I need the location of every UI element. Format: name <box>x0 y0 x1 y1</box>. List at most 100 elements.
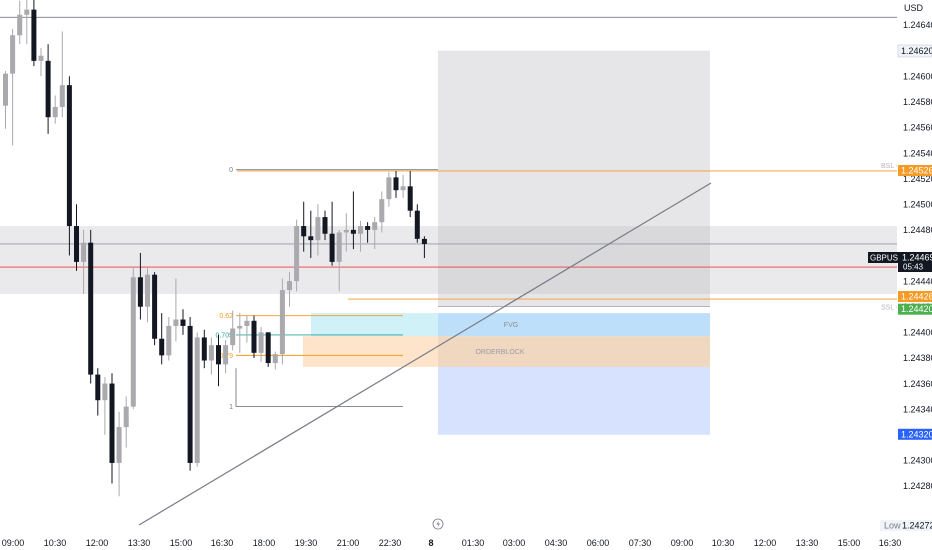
candle <box>24 0 30 45</box>
candle <box>45 44 51 134</box>
projection-box <box>438 50 710 307</box>
price-tag-label: 1.24526 <box>901 165 932 175</box>
candle-body <box>244 320 250 326</box>
candle <box>400 174 406 198</box>
candle-body <box>350 229 356 234</box>
candle <box>145 268 150 323</box>
candle-body <box>3 73 8 106</box>
fib-level-label: 0 <box>229 167 233 174</box>
candle-body <box>116 427 122 463</box>
candle-body <box>180 319 186 326</box>
candle <box>123 396 129 448</box>
price-tick-label: 1.24340 <box>903 404 932 414</box>
price-tag-bg <box>898 291 932 303</box>
trendline[interactable] <box>138 182 712 526</box>
candle-body <box>301 226 307 237</box>
candle-body <box>287 281 292 291</box>
candle <box>216 334 221 387</box>
time-tick-label: 13:30 <box>796 538 819 548</box>
candle <box>159 313 165 365</box>
candle <box>116 411 122 497</box>
candle <box>336 229 342 292</box>
candle-body <box>208 345 214 361</box>
candle <box>201 329 207 369</box>
candle-body <box>66 85 72 227</box>
orderblock-zone-left <box>303 336 438 367</box>
target-zone <box>438 366 710 435</box>
time-axis[interactable] <box>0 535 932 550</box>
candle <box>81 229 87 294</box>
candle <box>223 340 229 374</box>
time-tick-label: 21:00 <box>337 538 360 548</box>
candle-body <box>386 177 392 200</box>
candle <box>10 28 16 146</box>
price-axis[interactable]: USD <box>897 0 932 550</box>
symbol-price-tag: GBPUSD 1.24469 05:43 <box>868 252 932 272</box>
price-tag-bg <box>898 303 932 315</box>
low-value: 1.24272 <box>902 521 932 531</box>
candle-body <box>52 106 58 118</box>
time-tick-label: 09:00 <box>671 538 694 548</box>
price-tick-label: 1.24520 <box>903 174 932 184</box>
candle-body <box>95 374 101 401</box>
candle-body <box>216 345 221 365</box>
orderblock-label: ORDERBLOCK <box>475 349 524 356</box>
bsl-label: BSL ● <box>881 163 900 170</box>
candle-body <box>230 328 236 346</box>
candle <box>365 222 371 243</box>
price-tags: 1.24526 1.24426 1.24420 1.24320 <box>898 164 932 440</box>
fib-level-label: 0.62 <box>219 313 233 320</box>
candle-body <box>294 226 300 282</box>
candle-body <box>379 199 385 223</box>
candle <box>194 332 200 467</box>
low-label: Low <box>884 521 901 531</box>
candle-body <box>102 383 108 401</box>
fvg-zone-left <box>311 313 438 337</box>
candle-body <box>223 345 229 365</box>
time-tick-label: 19:30 <box>295 538 318 548</box>
candle-body <box>329 233 335 262</box>
candle-body <box>279 290 285 355</box>
time-tick-label: 04:30 <box>545 538 568 548</box>
time-tick-label: 22:30 <box>379 538 402 548</box>
candle <box>166 316 172 361</box>
price-tick-label: 1.24300 <box>903 456 932 466</box>
candle-body <box>365 226 371 230</box>
candle-body <box>315 217 321 241</box>
candle <box>59 31 65 118</box>
candle-body <box>400 186 406 191</box>
candle-body <box>24 9 30 15</box>
candle <box>294 219 300 292</box>
time-tick-label: 15:00 <box>170 538 193 548</box>
candle <box>350 191 356 250</box>
candle <box>31 0 37 66</box>
candle <box>265 332 271 367</box>
price-tick-label: 1.24640 <box>903 20 932 30</box>
time-tick-label: 03:00 <box>503 538 526 548</box>
price-tag-bg <box>898 428 932 440</box>
candle-body <box>81 242 87 262</box>
candle <box>421 236 427 259</box>
candle-body <box>336 232 342 262</box>
candle <box>152 272 158 346</box>
price-tick-label: 1.24560 <box>903 123 932 133</box>
candle-body <box>152 274 158 339</box>
current-price: 1.24469 <box>902 253 932 263</box>
price-tick-label: 1.24580 <box>903 97 932 107</box>
candle <box>173 278 179 342</box>
candle-body <box>237 325 243 329</box>
candle <box>180 309 186 335</box>
price-tick-label: 1.24540 <box>903 148 932 158</box>
candle <box>95 368 101 416</box>
time-tick-label: 10:30 <box>44 538 67 548</box>
candle-body <box>194 337 200 463</box>
candle-body <box>88 242 94 375</box>
time-tick-label: 16:30 <box>879 538 902 548</box>
candle <box>301 201 307 252</box>
candle <box>137 252 143 320</box>
lightning-icon[interactable] <box>432 518 444 530</box>
candle <box>130 268 136 410</box>
price-tick-label: 1.24280 <box>903 481 932 491</box>
candle <box>308 210 314 259</box>
